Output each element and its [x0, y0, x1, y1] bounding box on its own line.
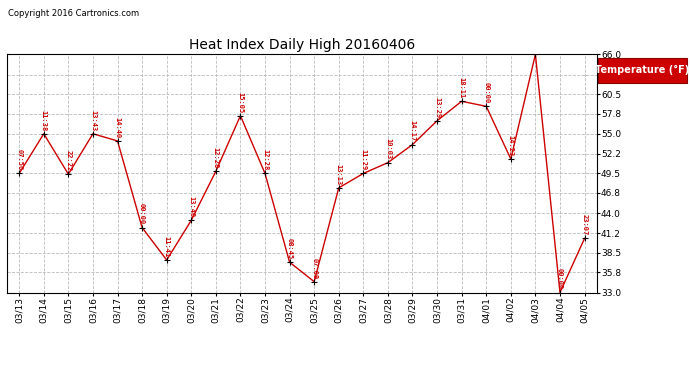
Text: 07:56: 07:56 [16, 149, 22, 171]
Text: 13:29: 13:29 [434, 97, 440, 118]
Text: 14:40: 14:40 [115, 117, 121, 138]
Text: 08:45: 08:45 [286, 238, 293, 259]
Text: 00:00: 00:00 [557, 268, 563, 290]
Text: 13:43: 13:43 [90, 110, 96, 131]
Text: 18:11: 18:11 [459, 77, 464, 98]
Text: 13:40: 13:40 [188, 196, 195, 217]
Text: 14:17: 14:17 [409, 120, 415, 142]
Text: 22:22: 22:22 [66, 150, 71, 171]
Text: 11:38: 11:38 [41, 110, 47, 131]
Text: Temperature (°F): Temperature (°F) [595, 65, 689, 75]
Text: 11:41: 11:41 [164, 236, 170, 257]
Text: 13:13: 13:13 [336, 164, 342, 185]
Text: 00:00: 00:00 [139, 203, 145, 225]
Text: 12:28: 12:28 [213, 147, 219, 168]
Text: 10:03: 10:03 [385, 138, 391, 160]
Text: 11:29: 11:29 [360, 149, 366, 171]
Text: 15:05: 15:05 [237, 92, 244, 113]
Text: 00:00: 00:00 [483, 82, 489, 104]
Text: 12:28: 12:28 [262, 149, 268, 171]
Text: 14:23: 14:23 [508, 135, 514, 156]
Text: 23:07: 23:07 [582, 214, 588, 236]
Text: Copyright 2016 Cartronics.com: Copyright 2016 Cartronics.com [8, 9, 139, 18]
Text: 07:09: 07:09 [311, 258, 317, 279]
Title: Heat Index Daily High 20160406: Heat Index Daily High 20160406 [189, 38, 415, 52]
